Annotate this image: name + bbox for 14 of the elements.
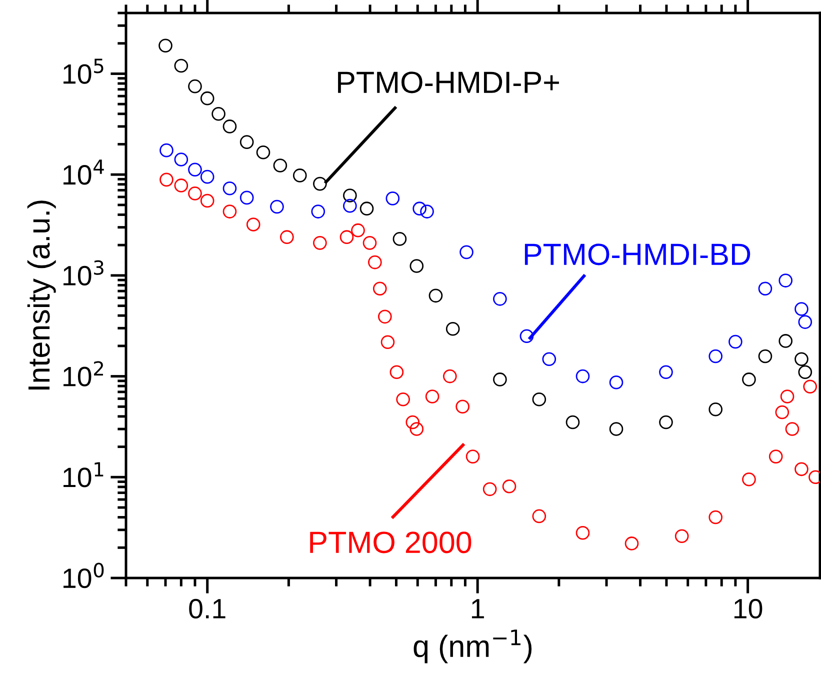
y-tick-label: 10$^{1}$ [64, 462, 104, 488]
x-axis-title: q (nm$^{−1}$) [414, 630, 532, 664]
x-tick-label: 10 [734, 598, 762, 619]
y-axis-title: Intensity (a.u.) [27, 200, 56, 390]
series-label: PTMO-HMDI-BD [524, 244, 750, 266]
y-tick-label: 10$^{2}$ [64, 361, 104, 386]
legend-label: PTMO 2000 [310, 532, 472, 554]
y-tick-label: 10$^{3}$ [64, 260, 104, 286]
y-tick-label: 10$^{5}$ [64, 58, 104, 84]
y-tick-label: 10$^{4}$ [64, 160, 104, 185]
y-tick-label: 10$^{0}$ [64, 562, 104, 588]
x-tick-label: 1 [472, 599, 484, 618]
text: PTMO-HMDI-P+ [338, 72, 559, 94]
x-tick-label: 0.1 [189, 598, 226, 619]
